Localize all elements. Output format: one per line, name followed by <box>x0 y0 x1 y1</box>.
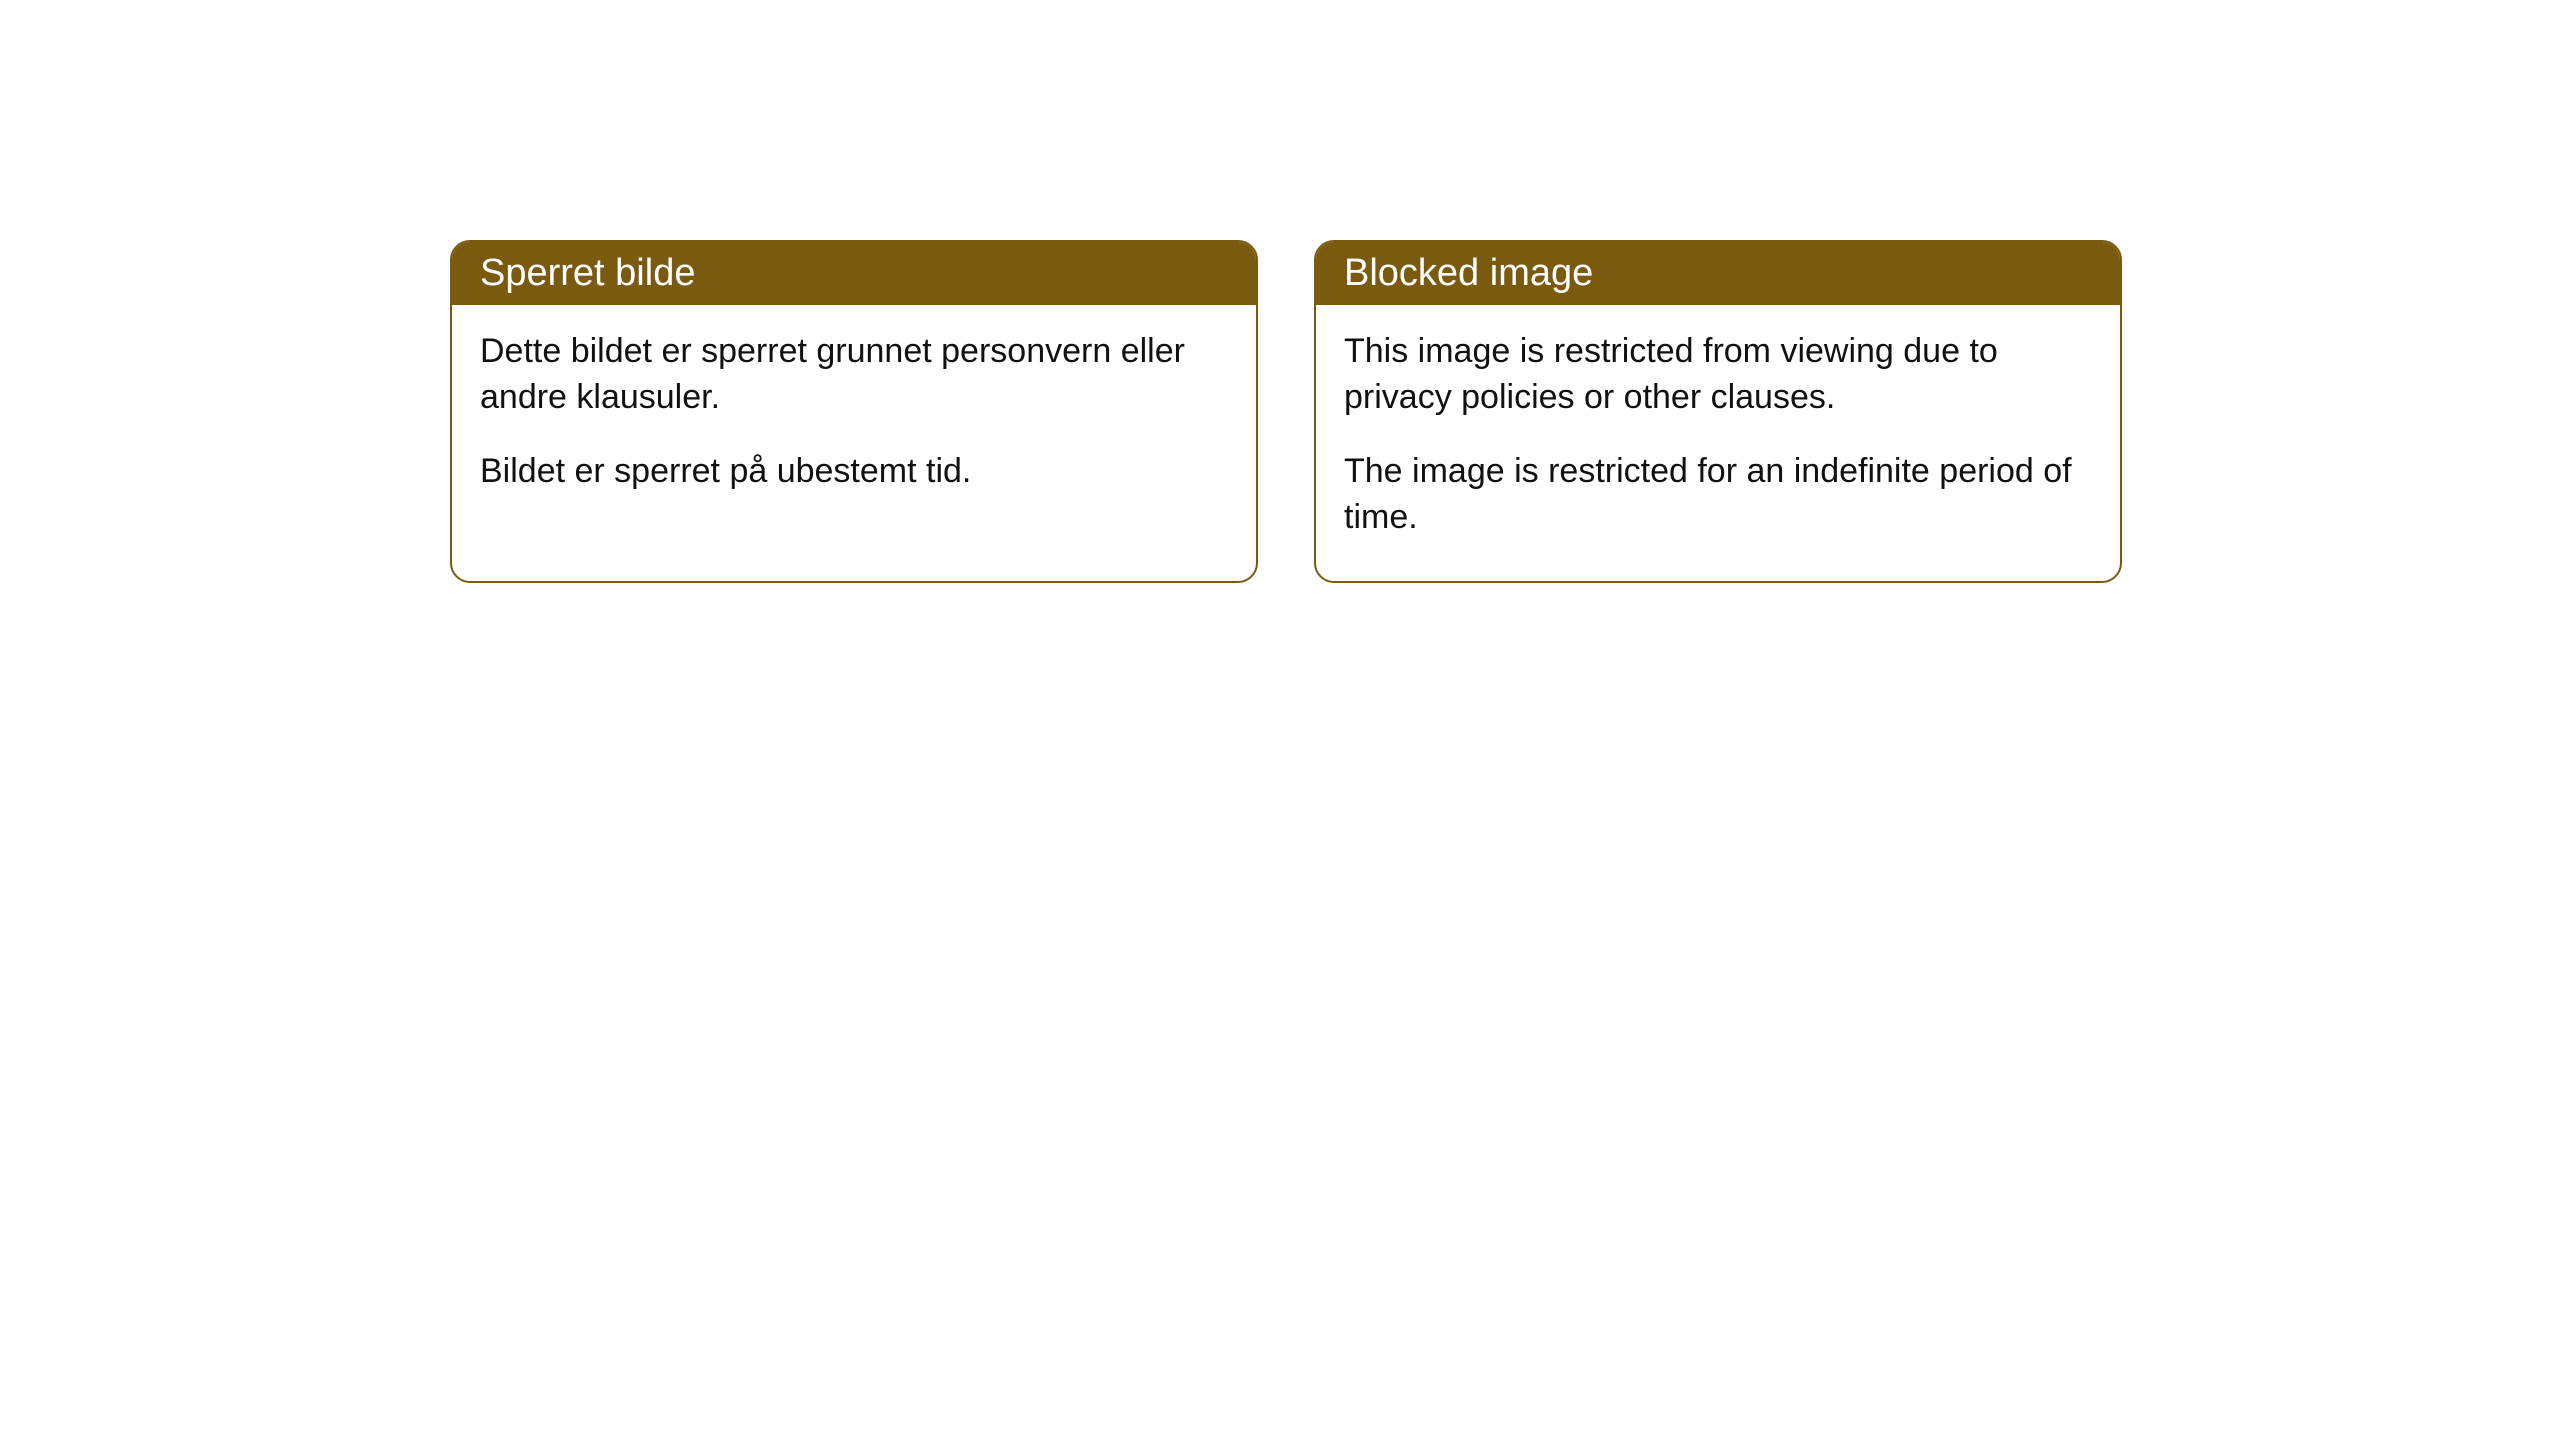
card-body: This image is restricted from viewing du… <box>1316 305 2120 581</box>
blocked-image-card-norwegian: Sperret bilde Dette bildet er sperret gr… <box>450 240 1258 583</box>
card-body: Dette bildet er sperret grunnet personve… <box>452 305 1256 535</box>
card-paragraph: The image is restricted for an indefinit… <box>1344 449 2092 541</box>
card-paragraph: Dette bildet er sperret grunnet personve… <box>480 329 1228 421</box>
notice-cards-container: Sperret bilde Dette bildet er sperret gr… <box>450 240 2560 583</box>
card-title: Sperret bilde <box>480 252 695 294</box>
card-header: Blocked image <box>1316 242 2120 305</box>
card-title: Blocked image <box>1344 252 1593 294</box>
card-header: Sperret bilde <box>452 242 1256 305</box>
card-paragraph: Bildet er sperret på ubestemt tid. <box>480 449 1228 495</box>
card-paragraph: This image is restricted from viewing du… <box>1344 329 2092 421</box>
blocked-image-card-english: Blocked image This image is restricted f… <box>1314 240 2122 583</box>
